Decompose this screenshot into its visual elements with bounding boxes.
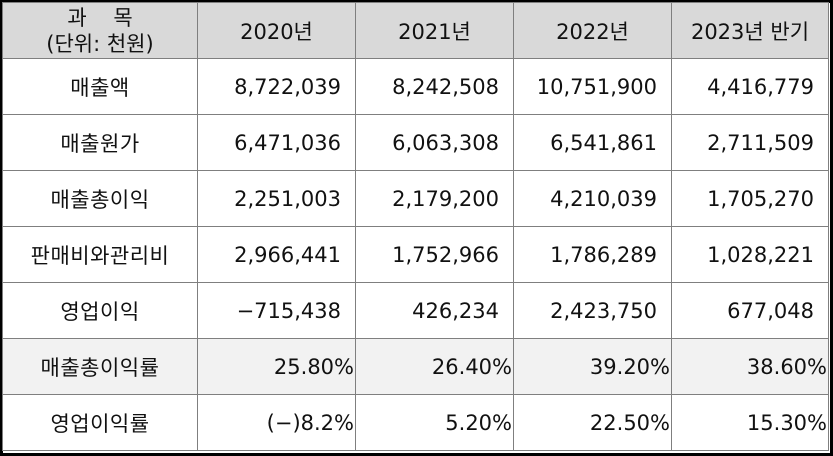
cell-value: 1,028,221	[671, 226, 829, 283]
cell-value: 26.40%	[355, 338, 514, 395]
cell-value-negative: (−)8.2%	[197, 394, 356, 451]
table-row: 판매비와관리비 2,966,441 1,752,966 1,786,289 1,…	[2, 226, 829, 283]
cell-value: 6,471,036	[197, 114, 356, 171]
row-label: 매출총이익률	[2, 338, 198, 395]
cell-value: 1,705,270	[671, 170, 829, 227]
header-item-label: 과 목	[67, 5, 133, 30]
cell-value: 1,752,966	[355, 226, 514, 283]
cell-value: 2,423,750	[513, 282, 672, 339]
cell-value: 22.50%	[513, 394, 672, 451]
cell-value-negative: −715,438	[197, 282, 356, 339]
table-row: 매출총이익률 25.80% 26.40% 39.20% 38.60%	[2, 338, 829, 395]
cell-value: 8,722,039	[197, 58, 356, 115]
table-row: 매출총이익 2,251,003 2,179,200 4,210,039 1,70…	[2, 170, 829, 227]
header-unit-label: (단위: 천원)	[46, 31, 154, 56]
cell-value: 1,786,289	[513, 226, 672, 283]
cell-value: 2,251,003	[197, 170, 356, 227]
row-label: 매출원가	[2, 114, 198, 171]
cell-value: 38.60%	[671, 338, 829, 395]
row-label: 매출액	[2, 58, 198, 115]
cell-value: 426,234	[355, 282, 514, 339]
cell-value: 10,751,900	[513, 58, 672, 115]
header-item-unit-cell: 과 목 (단위: 천원)	[2, 2, 198, 59]
header-year-2022: 2022년	[513, 2, 672, 59]
header-row: 과 목 (단위: 천원) 2020년 2021년 2022년 2023년 반기	[2, 2, 829, 59]
row-label: 매출총이익	[2, 170, 198, 227]
cell-value: 39.20%	[513, 338, 672, 395]
row-label: 영업이익	[2, 282, 198, 339]
header-year-2020: 2020년	[197, 2, 356, 59]
cell-value: 4,210,039	[513, 170, 672, 227]
cell-value: 15.30%	[671, 394, 829, 451]
table-row: 매출원가 6,471,036 6,063,308 6,541,861 2,711…	[2, 114, 829, 171]
table-row: 영업이익 −715,438 426,234 2,423,750 677,048	[2, 282, 829, 339]
cell-value: 2,966,441	[197, 226, 356, 283]
cell-value: 677,048	[671, 282, 829, 339]
cell-value: 6,541,861	[513, 114, 672, 171]
cell-value: 6,063,308	[355, 114, 514, 171]
cell-value: 25.80%	[197, 338, 356, 395]
row-label: 판매비와관리비	[2, 226, 198, 283]
financial-table: 과 목 (단위: 천원) 2020년 2021년 2022년 2023년 반기 …	[2, 2, 829, 451]
table-row: 매출액 8,722,039 8,242,508 10,751,900 4,416…	[2, 58, 829, 115]
cell-value: 8,242,508	[355, 58, 514, 115]
cell-value: 2,179,200	[355, 170, 514, 227]
header-year-2021: 2021년	[355, 2, 514, 59]
table-row: 영업이익률 (−)8.2% 5.20% 22.50% 15.30%	[2, 394, 829, 451]
row-label: 영업이익률	[2, 394, 198, 451]
cell-value: 2,711,509	[671, 114, 829, 171]
cell-value: 4,416,779	[671, 58, 829, 115]
header-year-2023-half: 2023년 반기	[671, 2, 829, 59]
cell-value: 5.20%	[355, 394, 514, 451]
